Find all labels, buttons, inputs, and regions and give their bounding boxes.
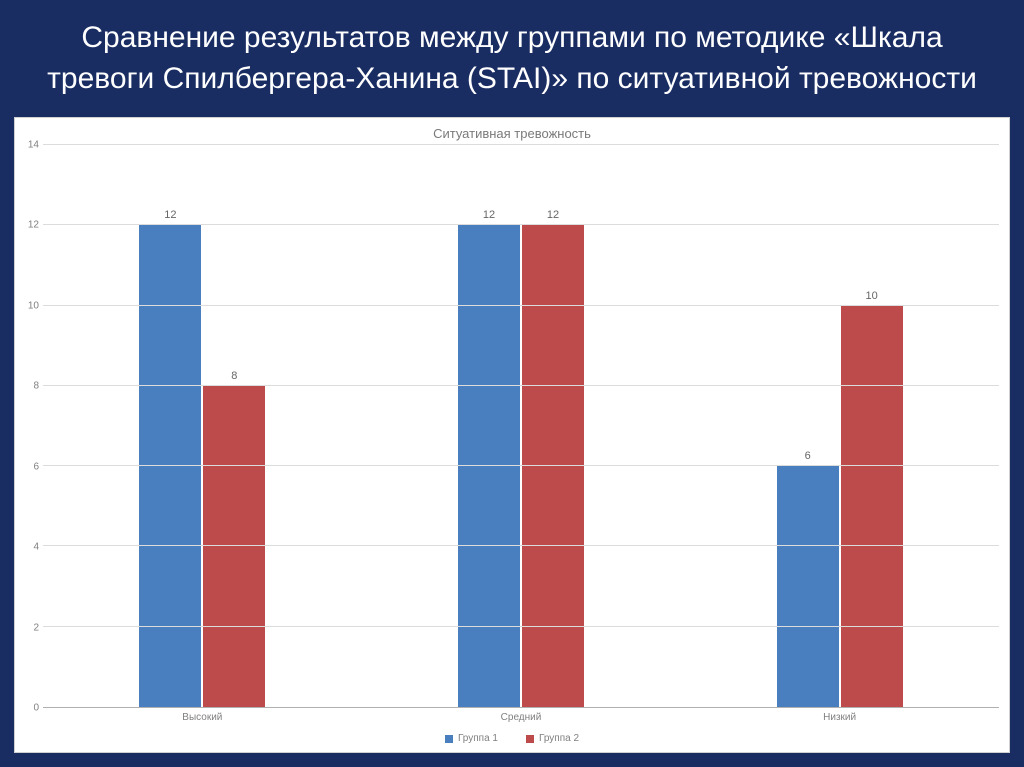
chart-card: Ситуативная тревожность 02468101214 1281…: [14, 117, 1010, 753]
bar: 6: [777, 466, 839, 707]
x-label: Средний: [451, 712, 591, 723]
y-tick: 2: [33, 622, 39, 633]
legend-item: Группа 1: [445, 733, 498, 744]
bar-value-label: 8: [231, 370, 237, 382]
bar-value-label: 12: [483, 209, 495, 221]
bar-value-label: 6: [805, 450, 811, 462]
bar-value-label: 12: [164, 209, 176, 221]
y-tick: 0: [33, 703, 39, 714]
gridline: [43, 545, 999, 546]
bar-group: 12 12: [458, 145, 584, 707]
y-tick: 10: [28, 300, 39, 311]
legend: Группа 1 Группа 2: [19, 733, 1005, 746]
gridline: [43, 224, 999, 225]
bar-value-label: 10: [866, 290, 878, 302]
bar-group: 610: [777, 145, 903, 707]
x-label: Низкий: [770, 712, 910, 723]
plot-wrap: 02468101214 1281212610: [19, 145, 1005, 708]
gridline: [43, 385, 999, 386]
bar-groups: 1281212610: [43, 145, 999, 707]
chart-title: Ситуативная тревожность: [19, 126, 1005, 141]
gridline: [43, 305, 999, 306]
y-tick: 12: [28, 220, 39, 231]
slide-title: Сравнение результатов между группами по …: [14, 10, 1010, 117]
legend-swatch: [445, 735, 453, 743]
gridline: [43, 465, 999, 466]
y-tick: 8: [33, 381, 39, 392]
gridline: [43, 144, 999, 145]
bar-group: 12 8: [139, 145, 265, 707]
y-axis: 02468101214: [19, 145, 43, 708]
x-label: Высокий: [132, 712, 272, 723]
legend-swatch: [526, 735, 534, 743]
y-tick: 6: [33, 461, 39, 472]
legend-label: Группа 1: [458, 733, 498, 744]
bar-value-label: 12: [547, 209, 559, 221]
y-tick: 4: [33, 542, 39, 553]
bar: 10: [841, 306, 903, 707]
y-tick: 14: [28, 140, 39, 151]
x-axis-labels: Высокий Средний Низкий: [43, 708, 999, 723]
legend-label: Группа 2: [539, 733, 579, 744]
plot-area: 1281212610: [43, 145, 999, 708]
legend-item: Группа 2: [526, 733, 579, 744]
gridline: [43, 626, 999, 627]
